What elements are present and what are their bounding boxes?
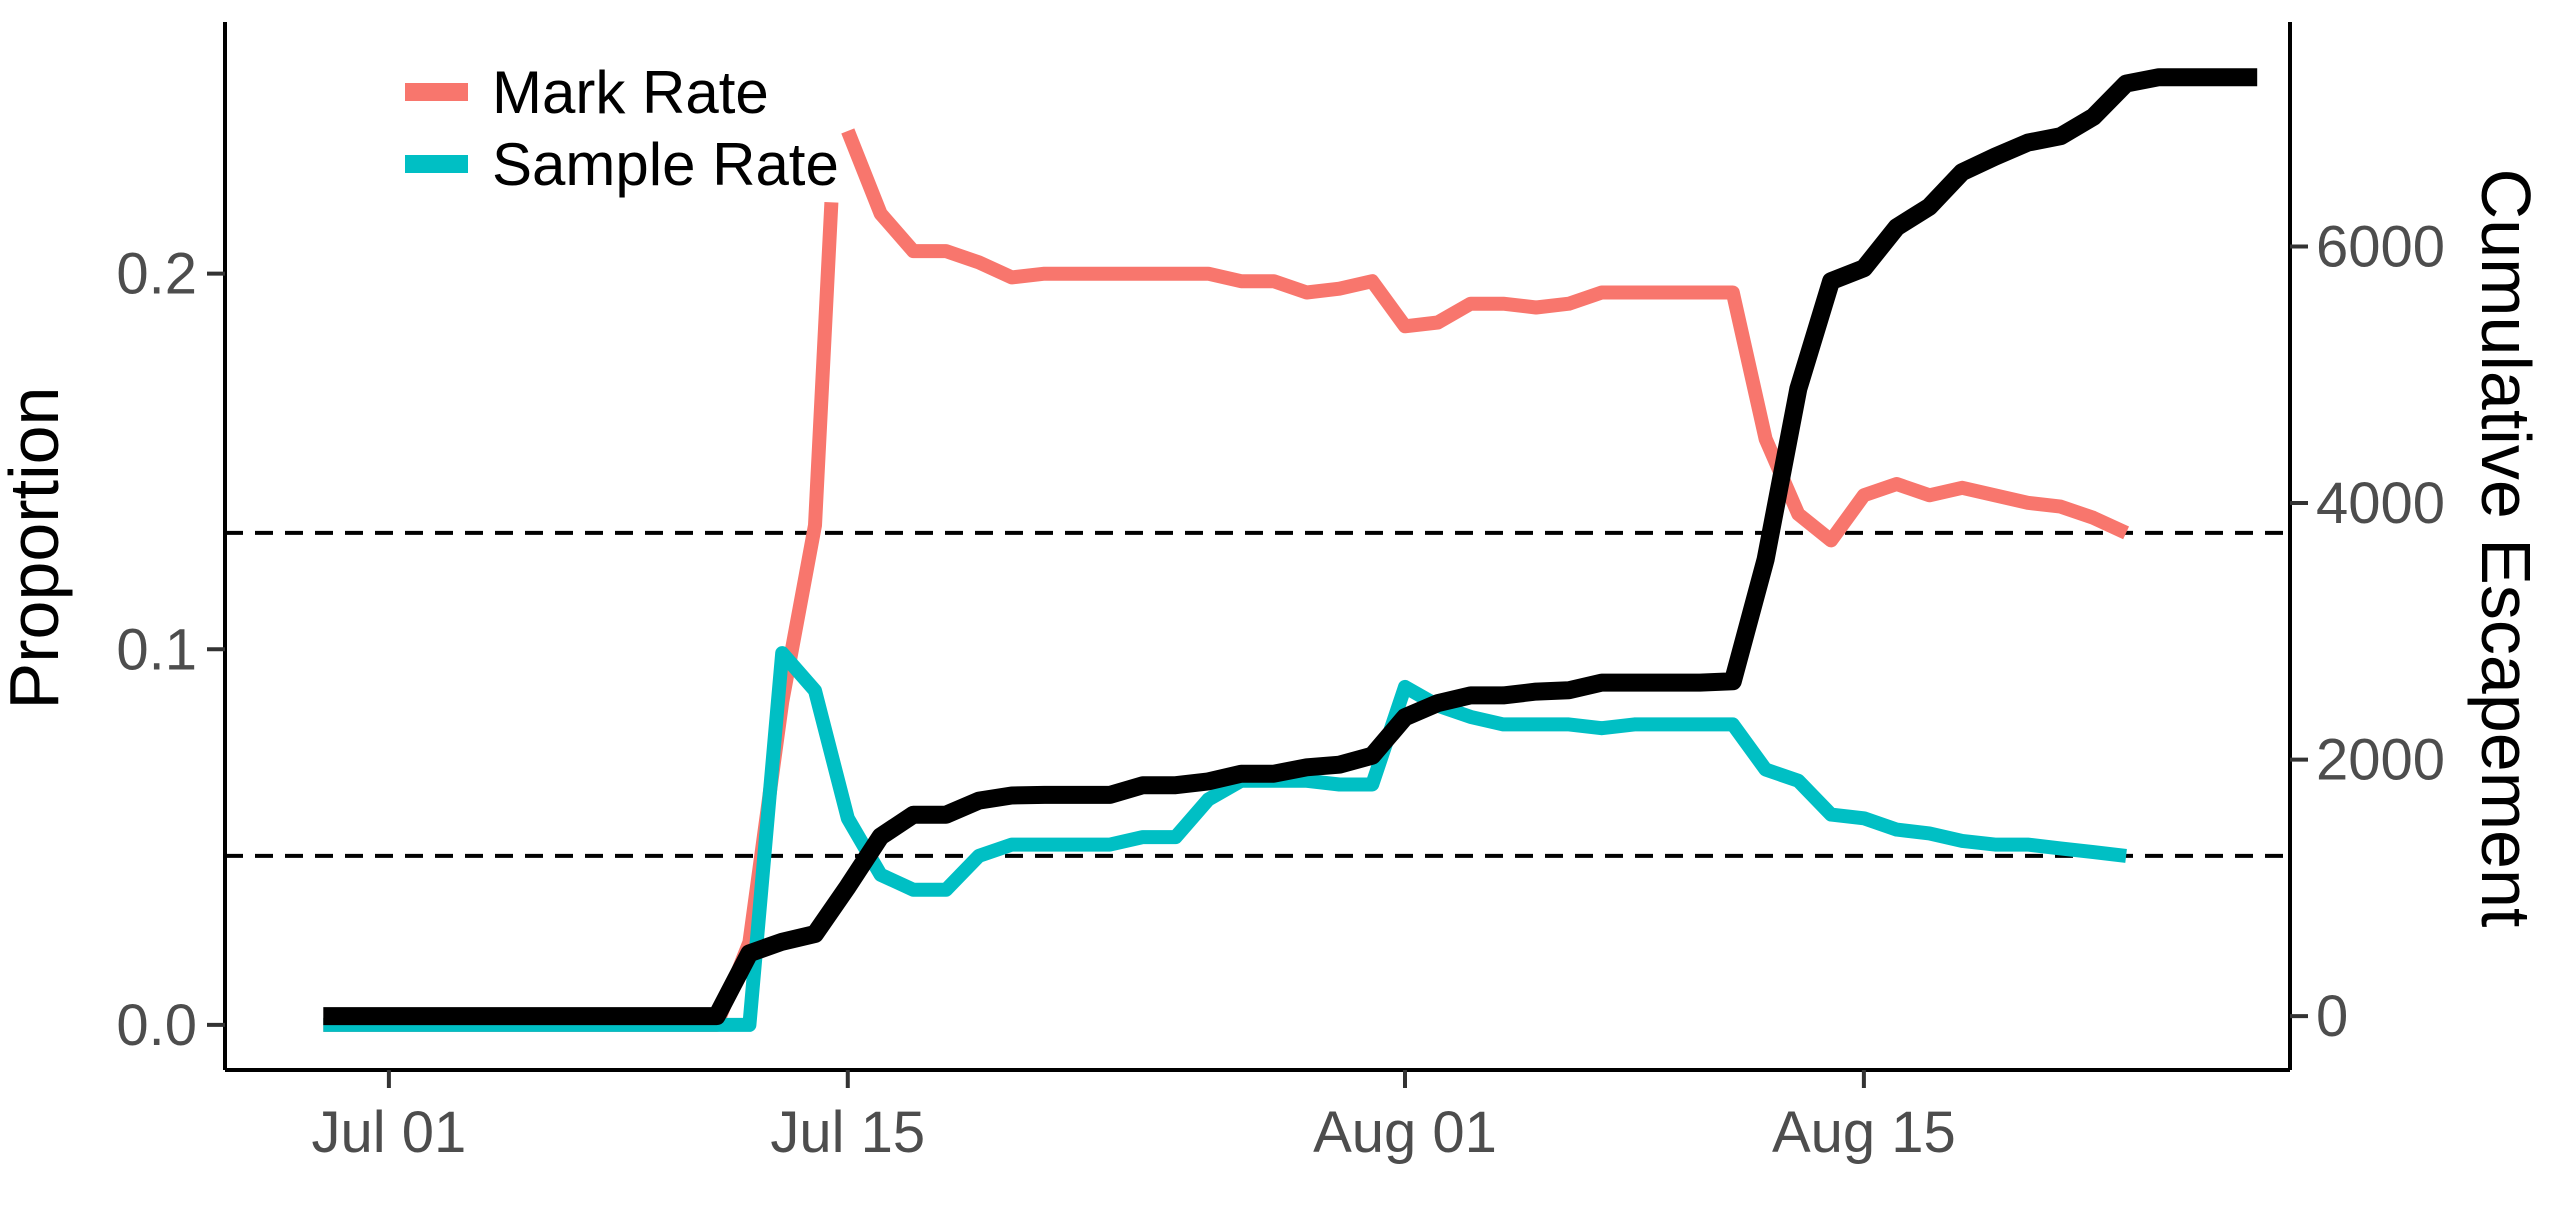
x-tick-label: Jul 01	[311, 1100, 466, 1165]
y-axis-title: Proportion	[0, 387, 73, 710]
y2-tick-label: 6000	[2316, 214, 2445, 279]
x-tick-label: Jul 15	[770, 1100, 925, 1165]
legend-label: Sample Rate	[492, 131, 839, 198]
series-line-sample-rate	[323, 646, 2127, 1032]
y-tick-label: 0.1	[116, 617, 197, 682]
axes: 0.0 0.1 0.2 0 2000 4000 6000 Jul 01 Jul 15 Aug 01…	[116, 22, 2445, 1165]
y2-tick-label: 2000	[2316, 728, 2445, 793]
y-tick-label: 0.0	[116, 993, 197, 1058]
x-tick-label: Aug 01	[1313, 1100, 1497, 1165]
y2-axis-title: Cumulative Escapement	[2467, 169, 2545, 928]
y2-tick-label: 0	[2316, 984, 2348, 1049]
reference-lines	[225, 530, 2290, 858]
series-line-cumulative-escapement	[323, 68, 2258, 1026]
series-layer	[323, 68, 2258, 1032]
y-tick-label: 0.2	[116, 242, 197, 307]
series-line-mark-rate-2	[841, 128, 2130, 548]
y2-tick-label: 4000	[2316, 471, 2445, 536]
x-tick-label: Aug 15	[1772, 1100, 1956, 1165]
legend-label: Mark Rate	[492, 59, 769, 126]
